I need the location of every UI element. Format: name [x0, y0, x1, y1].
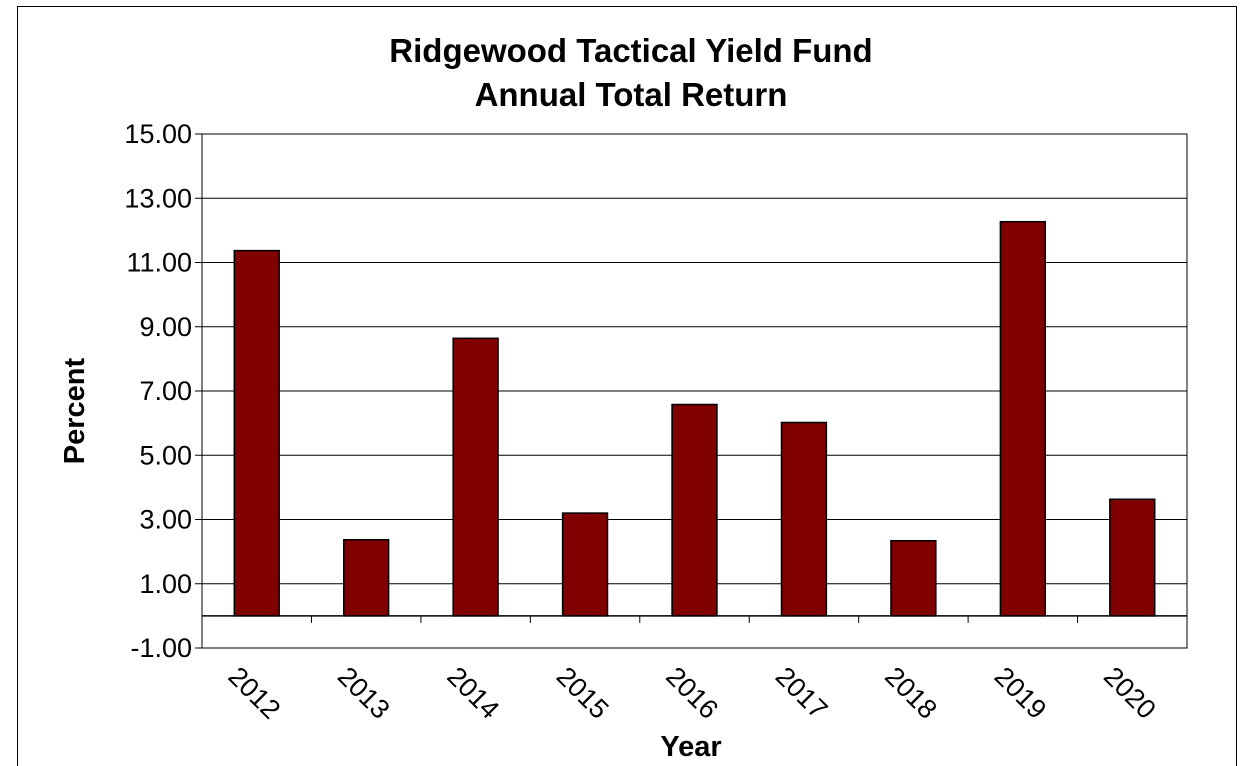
chart-subtitle: Annual Total Return [475, 76, 788, 113]
x-tick-label: 2018 [879, 661, 943, 725]
x-tick-label: 2014 [441, 661, 505, 725]
y-tick-label: 7.00 [139, 376, 192, 406]
bar-2014 [452, 337, 499, 617]
bar-2018 [890, 539, 937, 617]
y-tick-label: 11.00 [126, 248, 192, 278]
x-tick-label: 2017 [770, 661, 834, 725]
bar-2019 [999, 220, 1047, 617]
x-tick-label: 2016 [660, 661, 724, 725]
bar-2016 [671, 403, 718, 617]
bar-2015 [561, 512, 609, 617]
y-tick-label: 15.00 [124, 119, 192, 149]
chart-frame [17, 6, 1237, 766]
y-tick-label: 9.00 [139, 312, 192, 342]
x-axis-title: Year [660, 731, 721, 763]
y-tick-label: 1.00 [139, 569, 192, 599]
bar-2013 [342, 538, 390, 617]
y-tick-label: 3.00 [139, 505, 192, 535]
x-tick-label: 2015 [551, 661, 615, 725]
y-axis-title: Percent [59, 357, 91, 464]
chart-title: Ridgewood Tactical Yield Fund [389, 32, 872, 69]
plot-area: -1.00 1.00 3.00 5.00 7.00 9.00 11.00 13.00 15.00… [124, 119, 1188, 725]
y-tick-label: 13.00 [124, 183, 192, 213]
x-tick-label: 2012 [222, 661, 286, 725]
x-tick-label: 2020 [1098, 661, 1162, 725]
bar-2020 [1109, 498, 1156, 617]
y-tick-label: -1.00 [130, 633, 192, 663]
y-tick-label: 5.00 [139, 440, 192, 470]
x-tick-label: 2019 [989, 661, 1053, 725]
bar-2012 [233, 249, 280, 617]
bar-2017 [780, 421, 828, 617]
x-tick-label: 2013 [332, 661, 396, 725]
